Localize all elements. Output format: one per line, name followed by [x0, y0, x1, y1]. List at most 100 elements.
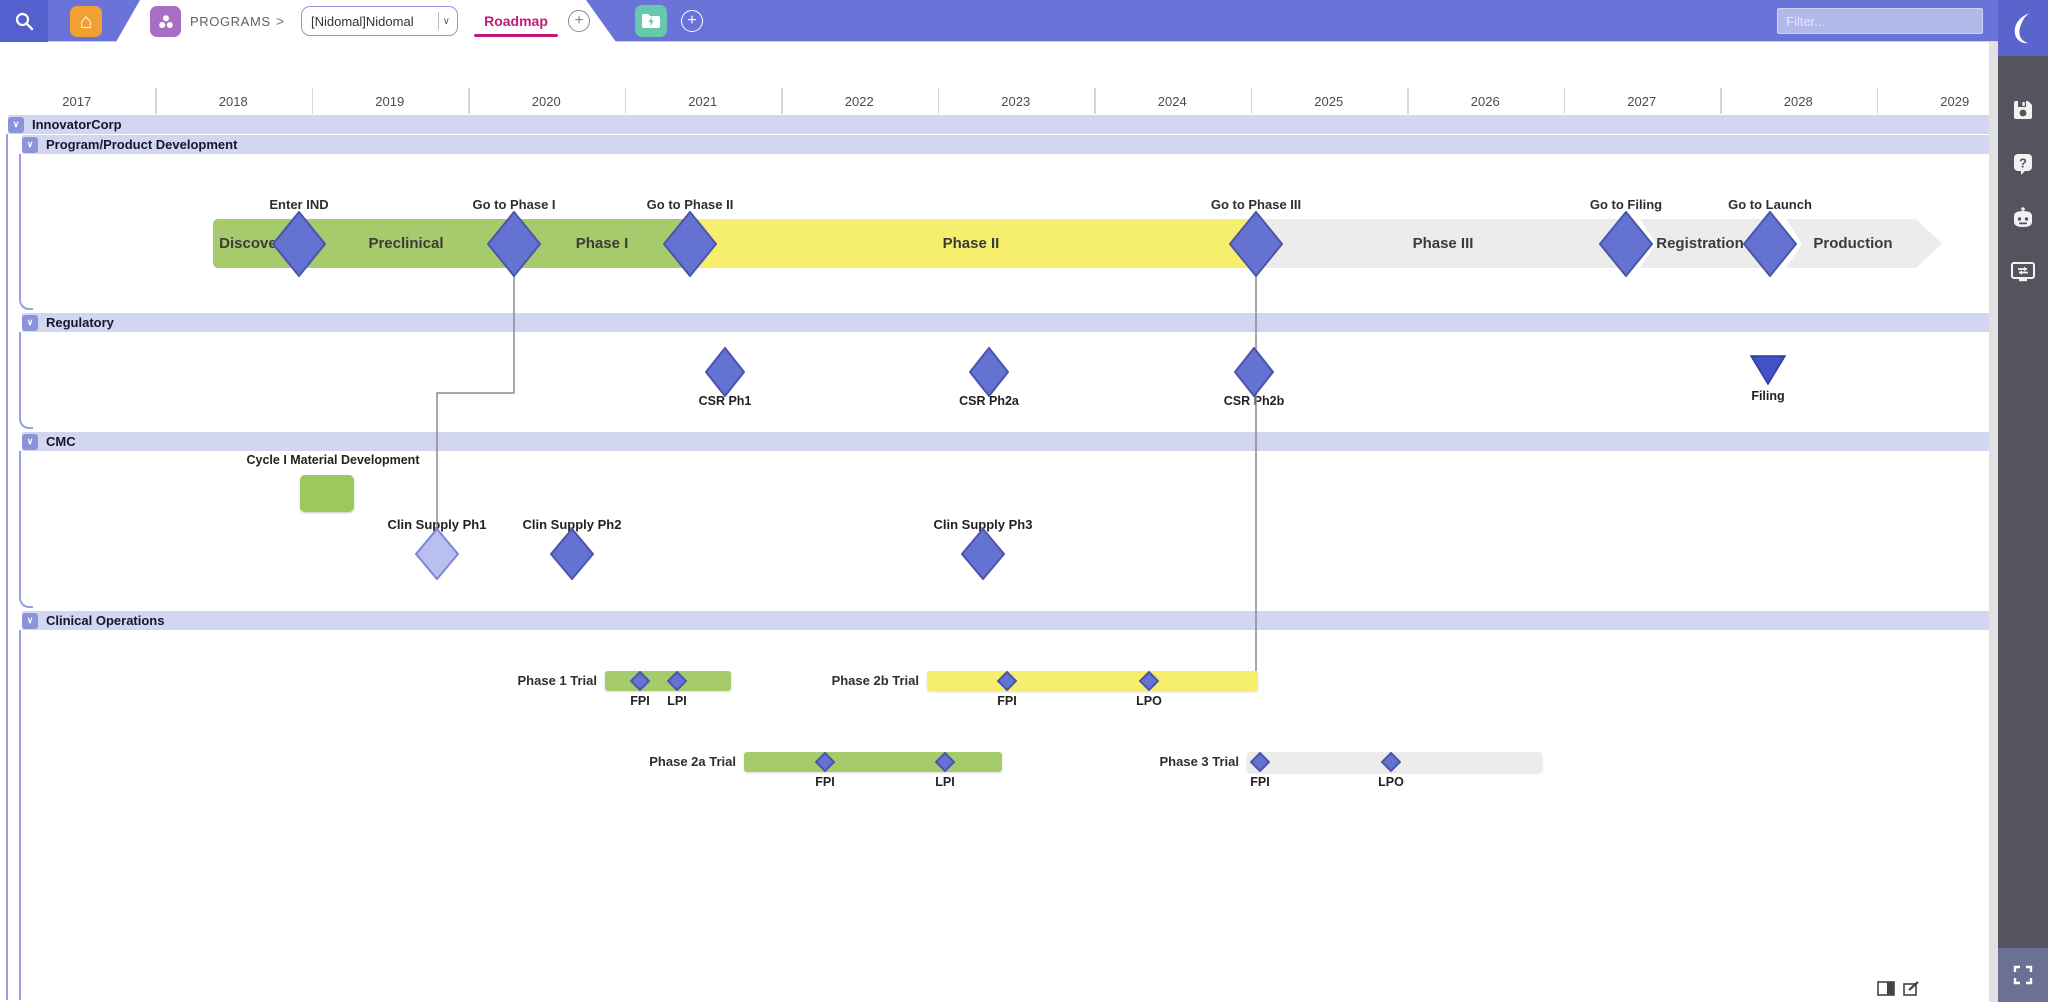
programs-tab[interactable]: PROGRAMS > [Nidomal]Nidomal ∨ Roadmap +: [116, 0, 616, 42]
chevron-down-icon: ∨: [442, 15, 450, 27]
edit-icon[interactable]: [1903, 981, 1920, 996]
section-band: [22, 611, 1990, 630]
trial-bar[interactable]: [744, 752, 1002, 772]
svg-text:?: ?: [2019, 156, 2027, 171]
phase-label: Discovery: [219, 235, 291, 252]
presenter-button[interactable]: [1998, 252, 2048, 292]
phase-bar-segment[interactable]: [690, 219, 1250, 268]
trial-bar[interactable]: [927, 671, 1258, 691]
section-label: Regulatory: [46, 315, 114, 330]
milestone-diamond[interactable]: [1228, 210, 1284, 282]
trial-milestone-diamond[interactable]: [1380, 751, 1402, 777]
collapse-chevron-icon[interactable]: ∨: [8, 116, 24, 133]
regulatory-milestone-label: CSR Ph2a: [959, 394, 1019, 408]
section-label: Clinical Operations: [46, 613, 165, 628]
collapse-chevron-icon[interactable]: ∨: [22, 136, 38, 153]
cmc-task-bar[interactable]: [300, 475, 354, 512]
trial-milestone-diamond[interactable]: [1138, 670, 1160, 696]
year-label: 2021: [688, 94, 718, 109]
trial-milestone-label: FPI: [997, 694, 1017, 708]
year-tick: [1720, 88, 1722, 114]
regulatory-milestone-diamond[interactable]: [1233, 346, 1275, 402]
year-label: 2027: [1627, 94, 1657, 109]
panel-toggle-icon[interactable]: [1877, 981, 1895, 996]
crescent-icon: [2014, 13, 2030, 44]
trial-milestone-diamond[interactable]: [814, 751, 836, 777]
phase-label: Registration: [1656, 235, 1744, 252]
milestone-label: Go to Phase I: [472, 197, 556, 212]
trial-milestone-diamond[interactable]: [666, 670, 688, 696]
group-bracket: [19, 630, 21, 1000]
filing-triangle-milestone[interactable]: [1749, 355, 1787, 390]
milestone-label: Go to Launch: [1728, 197, 1812, 212]
collapse-chevron-icon[interactable]: ∨: [22, 612, 38, 629]
roadmap-canvas: 2017 2018 2019 2020 2021 2022 2023 2024 2025 2026…: [0, 42, 1990, 1002]
trial-milestone-label: FPI: [1250, 775, 1270, 789]
milestone-diamond[interactable]: [1742, 210, 1798, 282]
collapse-chevron-icon[interactable]: ∨: [22, 433, 38, 450]
program-select[interactable]: [Nidomal]Nidomal ∨: [301, 6, 458, 36]
vertical-scrollbar[interactable]: [1989, 42, 1998, 1002]
section-band: [8, 115, 1990, 134]
year-tick: [311, 88, 313, 114]
presentation-icon: [2011, 262, 2035, 282]
milestone-diamond[interactable]: [271, 210, 327, 282]
clin-supply-diamond[interactable]: [414, 527, 460, 585]
add-tab-button[interactable]: +: [568, 10, 590, 32]
trial-milestone-diamond[interactable]: [934, 751, 956, 777]
collapse-chevron-icon[interactable]: ∨: [22, 314, 38, 331]
section-label: InnovatorCorp: [32, 117, 122, 132]
milestone-diamond[interactable]: [1598, 210, 1654, 282]
phase-label: Production: [1813, 235, 1893, 252]
workspace-button[interactable]: [635, 5, 667, 37]
phase-label: Phase II: [942, 235, 1000, 252]
home-button[interactable]: ⌂: [70, 6, 102, 37]
filter-input[interactable]: [1777, 8, 1983, 34]
trial-milestone-diamond[interactable]: [996, 670, 1018, 696]
group-bracket: [19, 154, 33, 310]
fullscreen-icon: [2013, 965, 2033, 985]
filing-label: Filing: [1751, 389, 1785, 403]
trial-milestone-label: LPO: [1378, 775, 1404, 789]
assistant-bot-icon: [2014, 207, 2032, 227]
regulatory-milestone-diamond[interactable]: [704, 346, 746, 402]
save-button[interactable]: [1998, 90, 2048, 130]
programs-icon: [150, 6, 181, 37]
milestone-label: Go to Phase II: [646, 197, 734, 212]
cmc-task-label: Cycle I Material Development: [246, 453, 420, 467]
trial-milestone-label: LPI: [667, 694, 687, 708]
active-tab-underline: [474, 33, 558, 37]
clin-supply-diamond[interactable]: [960, 527, 1006, 585]
year-tick: [468, 88, 470, 114]
search-button[interactable]: [0, 0, 48, 42]
select-divider: [437, 12, 439, 30]
save-icon: [2014, 101, 2032, 119]
breadcrumb: PROGRAMS: [190, 14, 271, 29]
trial-name-label: Phase 3 Trial: [1159, 754, 1240, 769]
group-bracket: [19, 332, 33, 429]
year-label: 2024: [1157, 94, 1187, 109]
flash-folder-icon: [642, 14, 660, 28]
year-label: 2019: [375, 94, 405, 109]
year-label: 2029: [1940, 94, 1970, 109]
phase-bar-segment[interactable]: [1254, 219, 1634, 268]
milestone-diamond[interactable]: [486, 210, 542, 282]
help-button[interactable]: ?: [1998, 144, 2048, 184]
brand-logo[interactable]: [1998, 0, 2048, 56]
trial-milestone-diamond[interactable]: [1249, 751, 1271, 777]
year-tick: [1876, 88, 1878, 114]
section-label: Program/Product Development: [46, 137, 238, 152]
clin-supply-diamond[interactable]: [549, 527, 595, 585]
tab-roadmap[interactable]: Roadmap: [468, 0, 564, 42]
home-icon: ⌂: [79, 10, 93, 33]
regulatory-milestone-diamond[interactable]: [968, 346, 1010, 402]
fullscreen-button[interactable]: [1998, 948, 2048, 1002]
year-label: 2017: [62, 94, 92, 109]
phase-bar-segment[interactable]: [1786, 219, 1942, 268]
trial-milestone-label: FPI: [815, 775, 835, 789]
trial-milestone-diamond[interactable]: [629, 670, 651, 696]
milestone-diamond[interactable]: [662, 210, 718, 282]
add-view-button[interactable]: +: [681, 10, 703, 32]
top-toolbar: ⌂ PROGRAMS > [Nidomal]Nidomal ∨ Roadmap: [0, 0, 2048, 42]
assistant-button[interactable]: [1998, 198, 2048, 238]
